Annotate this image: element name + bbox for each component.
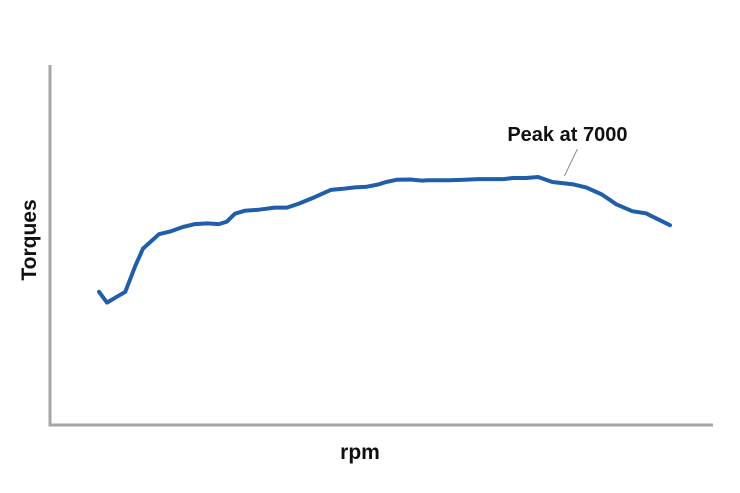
peak-annotation: Peak at 7000 bbox=[507, 124, 627, 146]
x-axis-label: rpm bbox=[340, 441, 380, 464]
torque-curve bbox=[97, 175, 672, 305]
peak-annotation-leader bbox=[563, 148, 578, 177]
torque-curve-points bbox=[97, 175, 672, 305]
y-axis-label: Torques bbox=[18, 199, 41, 280]
